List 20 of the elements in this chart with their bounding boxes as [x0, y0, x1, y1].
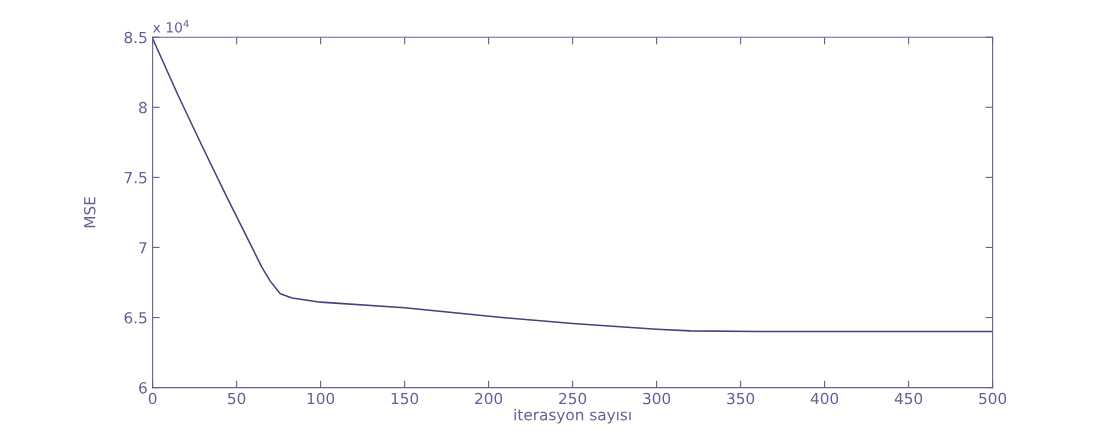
- y-tick-label: 6.5: [124, 312, 147, 324]
- y-axis-title: MSE: [83, 197, 96, 228]
- x-tick-label: 350: [727, 392, 755, 405]
- x-tick-label: 0: [148, 392, 157, 405]
- y-tick-label: 8.5: [124, 31, 147, 44]
- x-tick-label: 150: [391, 392, 419, 405]
- x-axis-title: iterasyon sayısı: [514, 408, 631, 424]
- y-tick-label: 8: [139, 101, 147, 114]
- x-tick-label: 300: [643, 392, 671, 405]
- x-tick-label: 400: [810, 392, 839, 405]
- x-tick-label: 250: [559, 392, 587, 405]
- y-tick-label: 6: [139, 382, 147, 394]
- y-tick-label: 7: [139, 242, 147, 254]
- y-tick-label: 7.5: [124, 172, 147, 184]
- x-tick-label: 500: [979, 392, 1007, 405]
- x-tick-label: 450: [894, 392, 923, 405]
- text: x 10$^{4}$: [153, 20, 189, 33]
- x-tick-label: 50: [228, 392, 246, 405]
- x-tick-label: 100: [307, 392, 335, 405]
- x-tick-label: 200: [475, 392, 503, 405]
